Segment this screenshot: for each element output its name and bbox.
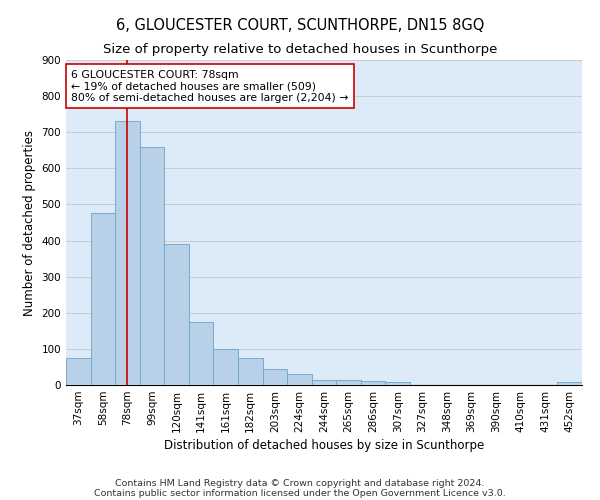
X-axis label: Distribution of detached houses by size in Scunthorpe: Distribution of detached houses by size … — [164, 439, 484, 452]
Text: 6, GLOUCESTER COURT, SCUNTHORPE, DN15 8GQ: 6, GLOUCESTER COURT, SCUNTHORPE, DN15 8G… — [116, 18, 484, 32]
Bar — [140, 146, 164, 385]
Bar — [91, 214, 115, 385]
Bar — [263, 370, 287, 385]
Bar — [115, 122, 140, 385]
Y-axis label: Number of detached properties: Number of detached properties — [23, 130, 36, 316]
Bar — [214, 349, 238, 385]
Bar — [238, 358, 263, 385]
Bar — [66, 358, 91, 385]
Bar — [189, 322, 214, 385]
Text: Size of property relative to detached houses in Scunthorpe: Size of property relative to detached ho… — [103, 42, 497, 56]
Bar — [312, 380, 336, 385]
Bar — [164, 244, 189, 385]
Text: Contains public sector information licensed under the Open Government Licence v3: Contains public sector information licen… — [94, 488, 506, 498]
Text: 6 GLOUCESTER COURT: 78sqm
← 19% of detached houses are smaller (509)
80% of semi: 6 GLOUCESTER COURT: 78sqm ← 19% of detac… — [71, 70, 349, 103]
Bar — [557, 382, 582, 385]
Bar — [361, 382, 385, 385]
Text: Contains HM Land Registry data © Crown copyright and database right 2024.: Contains HM Land Registry data © Crown c… — [115, 478, 485, 488]
Bar — [385, 382, 410, 385]
Bar — [336, 380, 361, 385]
Bar — [287, 374, 312, 385]
